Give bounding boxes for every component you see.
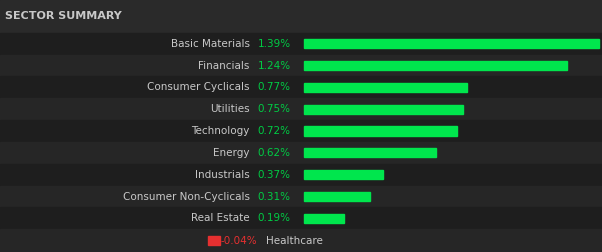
- Text: Industrials: Industrials: [195, 170, 250, 180]
- Bar: [304, 83, 467, 92]
- Bar: [0, 164, 602, 186]
- Bar: [304, 105, 463, 114]
- Text: Energy: Energy: [213, 148, 250, 158]
- Bar: [0, 142, 602, 164]
- Text: 0.19%: 0.19%: [258, 213, 291, 224]
- Text: Real Estate: Real Estate: [191, 213, 250, 224]
- Text: 0.37%: 0.37%: [258, 170, 291, 180]
- Bar: [0, 120, 602, 142]
- Bar: [0, 186, 602, 207]
- Bar: [0, 98, 602, 120]
- Bar: [0, 55, 602, 76]
- Text: 0.72%: 0.72%: [258, 126, 291, 136]
- Bar: [0, 229, 602, 252]
- Text: 0.62%: 0.62%: [258, 148, 291, 158]
- Text: Technology: Technology: [191, 126, 250, 136]
- Text: 0.77%: 0.77%: [258, 82, 291, 92]
- Text: Consumer Non-Cyclicals: Consumer Non-Cyclicals: [123, 192, 250, 202]
- Bar: [0, 207, 602, 229]
- Bar: [304, 127, 457, 136]
- Bar: [0, 0, 602, 33]
- Text: Financials: Financials: [199, 60, 250, 71]
- Bar: [304, 214, 344, 223]
- Text: -0.04%: -0.04%: [221, 236, 258, 246]
- Bar: [304, 39, 599, 48]
- Text: 0.75%: 0.75%: [258, 104, 291, 114]
- Text: 1.24%: 1.24%: [258, 60, 291, 71]
- Bar: [0, 76, 602, 98]
- Text: Consumer Cyclicals: Consumer Cyclicals: [147, 82, 250, 92]
- Text: 1.39%: 1.39%: [258, 39, 291, 49]
- Text: SECTOR SUMMARY: SECTOR SUMMARY: [5, 11, 122, 21]
- Text: 0.31%: 0.31%: [258, 192, 291, 202]
- Text: Basic Materials: Basic Materials: [171, 39, 250, 49]
- Bar: [304, 61, 567, 70]
- Bar: [304, 148, 436, 158]
- Bar: [208, 236, 220, 245]
- Text: Utilities: Utilities: [210, 104, 250, 114]
- Bar: [304, 192, 370, 201]
- Bar: [0, 33, 602, 55]
- Text: Healthcare: Healthcare: [266, 236, 323, 246]
- Bar: [304, 170, 382, 179]
